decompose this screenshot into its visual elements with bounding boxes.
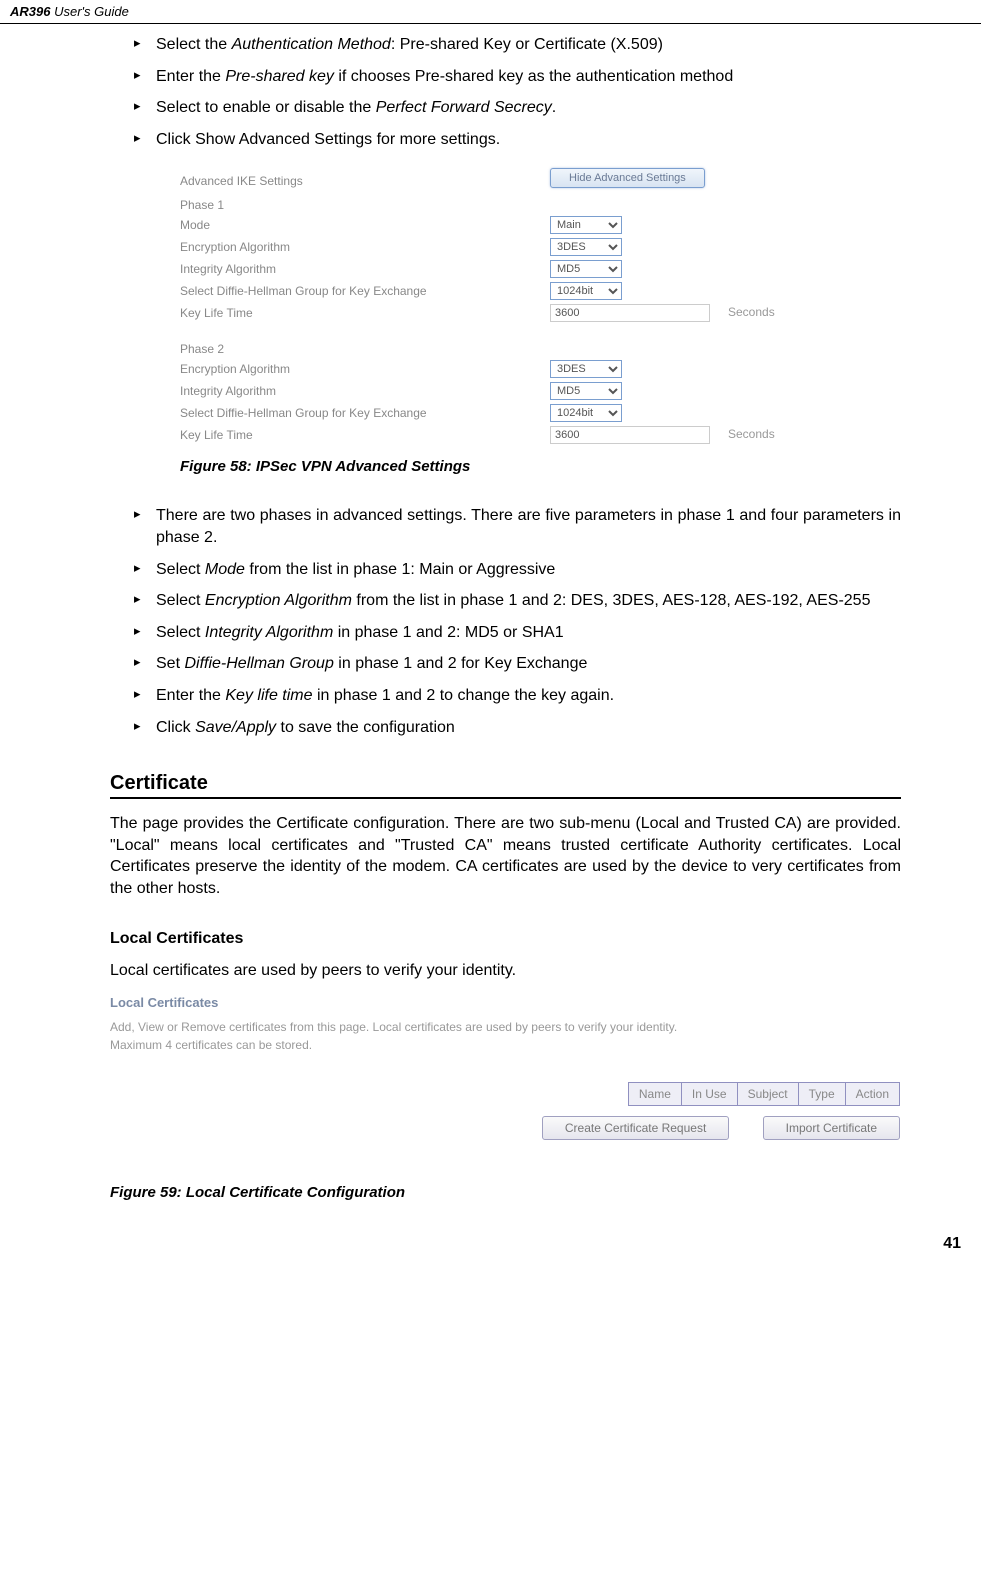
local-cert-screenshot: Local Certificates Add, View or Remove c… [110, 995, 900, 1140]
page-content: Select the Authentication Method: Pre-sh… [0, 24, 981, 1229]
header-suffix: User's Guide [50, 4, 128, 19]
certificate-heading: Certificate [110, 772, 901, 799]
ipsec-advanced-screenshot: Advanced IKE SettingsHide Advanced Setti… [180, 168, 880, 444]
create-cert-request-button[interactable]: Create Certificate Request [542, 1116, 729, 1140]
header-product: AR396 [10, 4, 50, 19]
list-item: Select the Authentication Method: Pre-sh… [134, 34, 901, 56]
bullet-list-2: There are two phases in advanced setting… [110, 505, 901, 738]
adv-title: Advanced IKE Settings [180, 174, 550, 188]
bullet-list-1: Select the Authentication Method: Pre-sh… [110, 34, 901, 150]
list-item: Click Save/Apply to save the configurati… [134, 717, 901, 739]
col-action: Action [845, 1083, 899, 1106]
cert-buttons: Create Certificate Request Import Certif… [110, 1116, 900, 1140]
dh2-select[interactable]: 1024bit [550, 404, 622, 422]
list-item: Select to enable or disable the Perfect … [134, 97, 901, 119]
certificate-paragraph: The page provides the Certificate config… [110, 813, 901, 899]
list-item: Enter the Pre-shared key if chooses Pre-… [134, 66, 901, 88]
dh-label: Select Diffie-Hellman Group for Key Exch… [180, 284, 550, 298]
list-item: There are two phases in advanced setting… [134, 505, 901, 548]
import-cert-button[interactable]: Import Certificate [763, 1116, 900, 1140]
figure-58-caption: Figure 58: IPSec VPN Advanced Settings [180, 458, 901, 475]
mode-select[interactable]: Main [550, 216, 622, 234]
figure-59-caption: Figure 59: Local Certificate Configurati… [110, 1184, 901, 1201]
keylife2-input[interactable] [550, 426, 710, 444]
int-label: Integrity Algorithm [180, 262, 550, 276]
encryption-select[interactable]: 3DES [550, 238, 622, 256]
list-item: Enter the Key life time in phase 1 and 2… [134, 685, 901, 707]
sc2-title: Local Certificates [110, 995, 900, 1010]
dh-select[interactable]: 1024bit [550, 282, 622, 300]
list-item: Set Diffie-Hellman Group in phase 1 and … [134, 653, 901, 675]
seconds2-label: Seconds [728, 427, 775, 441]
seconds-label: Seconds [728, 305, 775, 319]
phase1-label: Phase 1 [180, 198, 550, 212]
list-item: Click Show Advanced Settings for more se… [134, 129, 901, 151]
cert-table: Name In Use Subject Type Action [628, 1082, 900, 1106]
list-item: Select Mode from the list in phase 1: Ma… [134, 559, 901, 581]
encryption2-select[interactable]: 3DES [550, 360, 622, 378]
col-subject: Subject [737, 1083, 798, 1106]
page-number: 41 [0, 1229, 981, 1263]
integrity2-select[interactable]: MD5 [550, 382, 622, 400]
sc2-desc: Add, View or Remove certificates from th… [110, 1018, 900, 1054]
life-label: Key Life Time [180, 306, 550, 320]
keylife-input[interactable] [550, 304, 710, 322]
col-type: Type [798, 1083, 845, 1106]
hide-advanced-button[interactable]: Hide Advanced Settings [550, 168, 705, 188]
dh2-label: Select Diffie-Hellman Group for Key Exch… [180, 406, 550, 420]
list-item: Select Integrity Algorithm in phase 1 an… [134, 622, 901, 644]
life2-label: Key Life Time [180, 428, 550, 442]
phase2-label: Phase 2 [180, 342, 550, 356]
col-name: Name [628, 1083, 681, 1106]
table-header-row: Name In Use Subject Type Action [628, 1083, 899, 1106]
local-cert-paragraph: Local certificates are used by peers to … [110, 960, 901, 982]
col-inuse: In Use [681, 1083, 737, 1106]
integrity-select[interactable]: MD5 [550, 260, 622, 278]
list-item: Select Encryption Algorithm from the lis… [134, 590, 901, 612]
enc-label: Encryption Algorithm [180, 240, 550, 254]
enc2-label: Encryption Algorithm [180, 362, 550, 376]
int2-label: Integrity Algorithm [180, 384, 550, 398]
mode-label: Mode [180, 218, 550, 232]
page-header: AR396 User's Guide [0, 0, 981, 24]
local-cert-subtitle: Local Certificates [110, 930, 901, 948]
